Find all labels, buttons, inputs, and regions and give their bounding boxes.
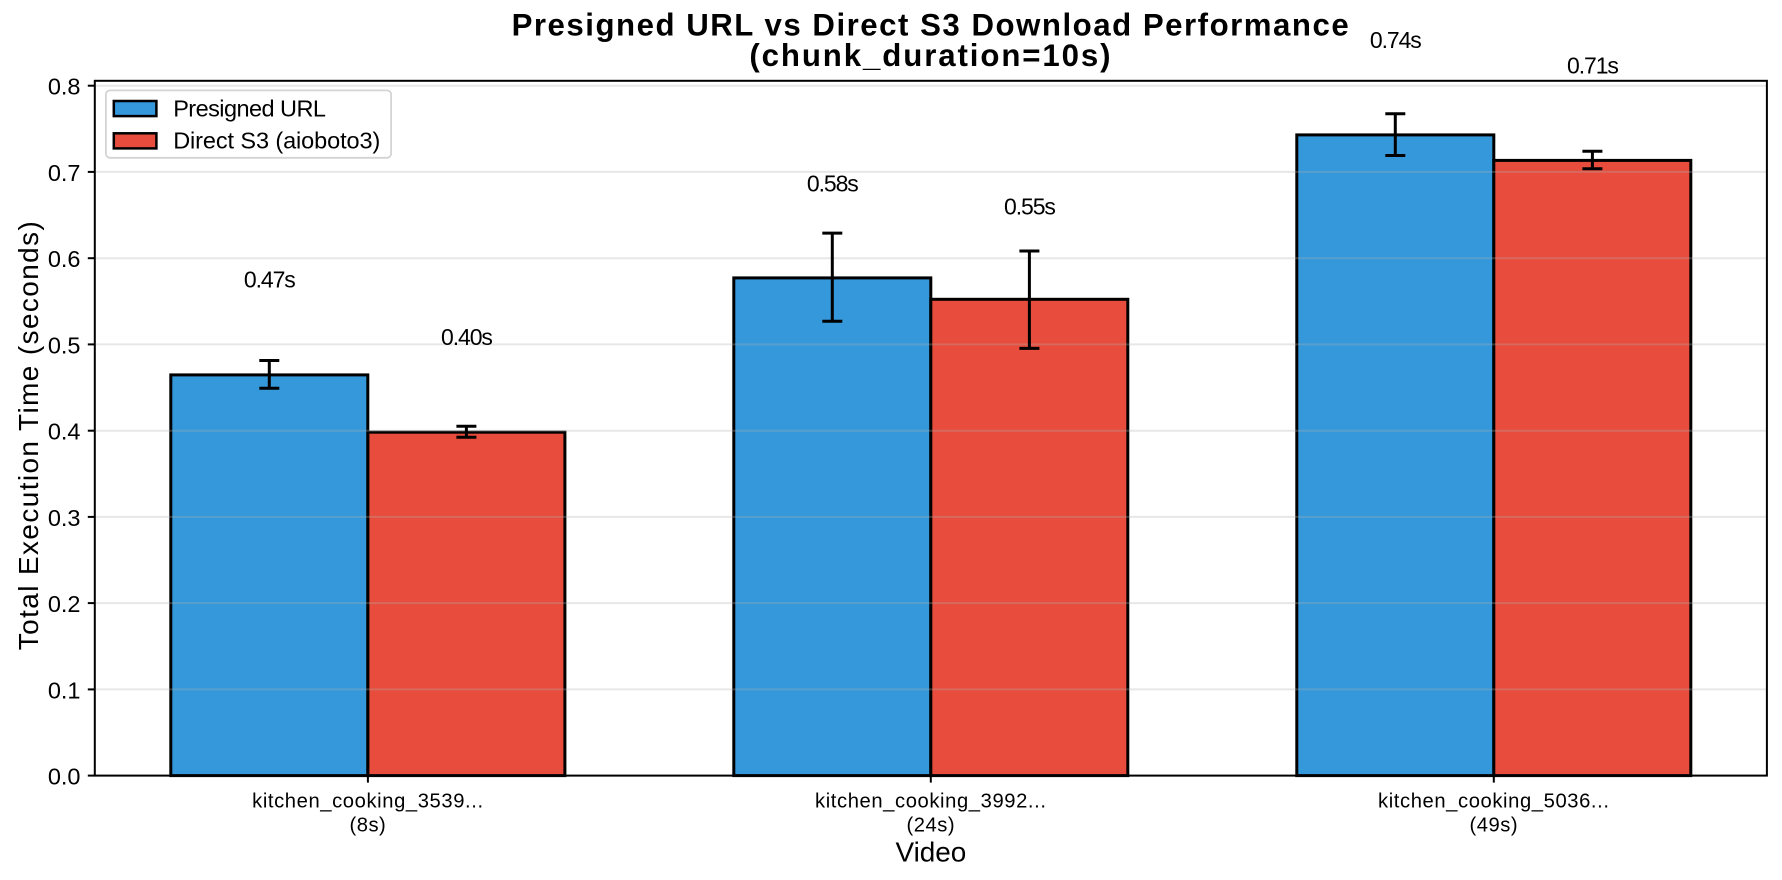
svg-text:Video: Video: [895, 836, 966, 867]
svg-text:0.0: 0.0: [48, 764, 81, 790]
svg-text:0.6: 0.6: [48, 246, 81, 272]
svg-text:Direct S3 (aioboto3): Direct S3 (aioboto3): [173, 128, 380, 154]
svg-text:kitchen_cooking_5036...: kitchen_cooking_5036...: [1378, 791, 1610, 813]
svg-text:Total Execution Time (seconds): Total Execution Time (seconds): [13, 220, 44, 650]
svg-text:0.4: 0.4: [48, 419, 81, 445]
svg-text:0.55s: 0.55s: [1004, 194, 1055, 220]
svg-text:0.1: 0.1: [48, 677, 81, 703]
svg-text:0.40s: 0.40s: [441, 324, 492, 350]
svg-text:(8s): (8s): [350, 815, 387, 837]
svg-text:0.7: 0.7: [48, 160, 81, 186]
svg-text:kitchen_cooking_3992...: kitchen_cooking_3992...: [815, 791, 1047, 813]
svg-text:0.2: 0.2: [48, 591, 81, 617]
svg-text:0.58s: 0.58s: [807, 171, 858, 197]
svg-text:0.8: 0.8: [48, 74, 81, 100]
svg-text:0.5: 0.5: [48, 332, 81, 358]
svg-text:Presigned URL: Presigned URL: [173, 96, 326, 122]
svg-text:(24s): (24s): [907, 815, 956, 837]
svg-text:kitchen_cooking_3539...: kitchen_cooking_3539...: [252, 791, 484, 813]
svg-text:Presigned URL vs Direct S3 Dow: Presigned URL vs Direct S3 Download Perf…: [512, 7, 1351, 42]
svg-text:0.71s: 0.71s: [1567, 53, 1618, 79]
svg-text:0.3: 0.3: [48, 505, 81, 531]
svg-text:(chunk_duration=10s): (chunk_duration=10s): [749, 38, 1112, 73]
svg-text:(49s): (49s): [1470, 815, 1519, 837]
svg-text:0.47s: 0.47s: [244, 267, 295, 293]
svg-text:0.74s: 0.74s: [1370, 27, 1421, 53]
